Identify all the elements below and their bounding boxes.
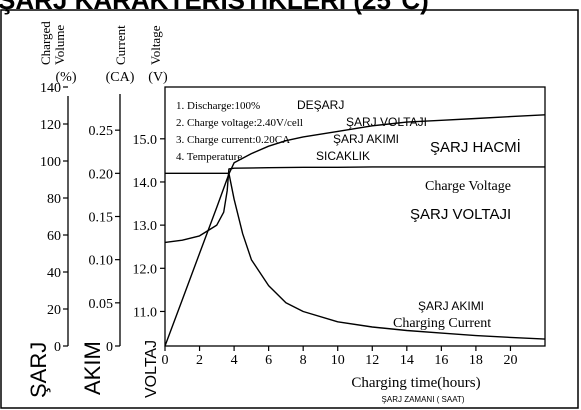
voltage-tick-label-1: 12.0 <box>133 262 158 277</box>
annotation-voltage-en: Charge Voltage <box>425 179 511 194</box>
x-tick-label-8: 16 <box>434 353 448 368</box>
series-group <box>164 114 546 347</box>
volume-tick-label-6: 120 <box>40 118 61 133</box>
series-volume-line <box>164 114 546 347</box>
x-tick-label-2: 4 <box>231 353 238 368</box>
volume-tick-label-7: 140 <box>40 81 61 96</box>
x-tick-label-6: 12 <box>365 353 379 368</box>
current-axis-ticks: 0 0.05 0.10 0.15 0.20 0.25 <box>89 124 120 355</box>
volume-tick-label-5: 100 <box>40 155 61 170</box>
current-axis-header: Current <box>113 25 128 65</box>
volume-axis-ticks: 0 20 40 60 80 100 120 140 <box>40 81 68 355</box>
outer-frame <box>0 9 579 409</box>
series-voltage-line <box>164 166 545 244</box>
voltage-axis-label-tr: VOLTAJ <box>143 340 160 398</box>
voltage-tick-label-3: 14.0 <box>133 176 158 191</box>
x-tick-label-1: 2 <box>196 353 203 368</box>
volume-tick-label-1: 20 <box>47 303 61 318</box>
voltage-tick-label-0: 11.0 <box>133 305 157 320</box>
volume-axis-label-tr: ŞARJ <box>26 342 51 398</box>
chart-title: ŞARJ KARAKTERİSTİKLERİ (25°C) <box>0 0 429 15</box>
current-tick-label-0: 0 <box>106 340 113 355</box>
condition-2-tr: ŞARJ VOLTAJI <box>346 115 427 129</box>
series-current-line <box>165 172 546 340</box>
volume-tick-label-2: 40 <box>47 266 61 281</box>
x-tick-label-3: 6 <box>265 353 272 368</box>
current-tick-label-1: 0.05 <box>89 297 114 312</box>
condition-4-tr: SICAKLIK <box>316 149 370 163</box>
x-tick-label-4: 8 <box>300 353 307 368</box>
current-tick-label-5: 0.25 <box>89 124 114 139</box>
current-axis-label-tr: AKIM <box>80 341 105 395</box>
x-axis-title-tr: ŞARJ ZAMANI ( SAAT) <box>382 395 465 404</box>
plot-area <box>164 86 546 347</box>
volume-tick-label-3: 60 <box>47 229 61 244</box>
volume-axis-unit: (%) <box>56 70 77 85</box>
voltage-axis-ticks: 11.0 12.0 13.0 14.0 15.0 <box>133 133 165 320</box>
x-axis-ticks: 0 2 4 6 8 10 12 14 16 18 20 <box>162 346 517 368</box>
x-tick-label-9: 18 <box>469 353 483 368</box>
condition-3-text: 3. Charge current:0.20CA <box>176 134 290 146</box>
volume-axis-header-2: Volume <box>52 25 67 65</box>
voltage-tick-label-2: 13.0 <box>133 219 158 234</box>
condition-1-tr: DEŞARJ <box>297 98 344 112</box>
current-tick-label-2: 0.10 <box>89 254 114 269</box>
x-axis-title: Charging time(hours) <box>351 375 480 391</box>
x-tick-label-7: 14 <box>400 353 414 368</box>
volume-axis-header-1: Charged <box>38 21 53 65</box>
x-tick-label-0: 0 <box>162 353 169 368</box>
annotation-current-en: Charging Current <box>393 316 491 331</box>
volume-tick-label-4: 80 <box>47 192 61 207</box>
current-tick-label-3: 0.15 <box>89 211 114 226</box>
current-tick-label-4: 0.20 <box>89 167 114 182</box>
annotation-voltage-tr: ŞARJ VOLTAJI <box>410 206 511 223</box>
x-tick-label-5: 10 <box>331 353 345 368</box>
x-tick-label-10: 20 <box>503 353 517 368</box>
condition-3-tr: ŞARJ AKIMI <box>333 132 399 146</box>
volume-tick-label-0: 0 <box>54 340 61 355</box>
voltage-tick-label-4: 15.0 <box>133 133 158 148</box>
voltage-axis-unit: (V) <box>148 70 168 85</box>
voltage-axis-header: Voltage <box>148 25 163 65</box>
condition-1-text: 1. Discharge:100% <box>176 100 260 112</box>
annotation-current-tr: ŞARJ AKIMI <box>418 299 484 313</box>
condition-4-text: 4. Temperature <box>176 151 242 163</box>
condition-2-text: 2. Charge voltage:2.40V/cell <box>176 117 303 129</box>
annotation-volume: ŞARJ HACMİ <box>430 138 521 156</box>
current-axis-unit: (CA) <box>106 70 135 85</box>
